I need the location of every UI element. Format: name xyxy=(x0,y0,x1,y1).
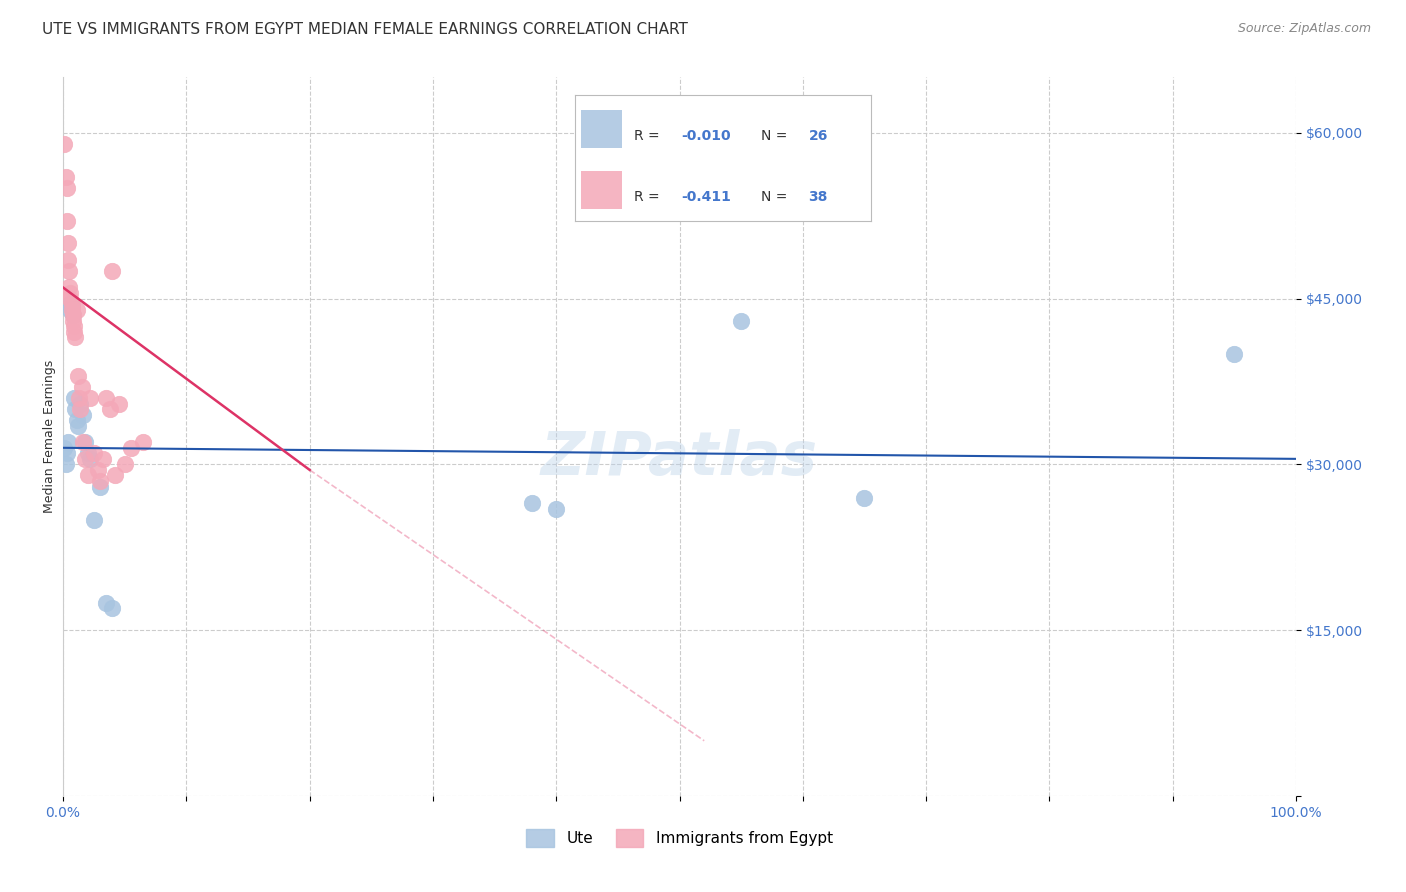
Point xyxy=(91,451,114,466)
Point xyxy=(59,286,82,301)
Point xyxy=(520,496,543,510)
Point xyxy=(58,264,80,278)
Point xyxy=(101,601,124,615)
Point xyxy=(70,380,93,394)
Point xyxy=(67,391,90,405)
Point xyxy=(62,313,84,327)
Point xyxy=(60,301,83,315)
Point xyxy=(66,413,89,427)
Point xyxy=(104,468,127,483)
Text: UTE VS IMMIGRANTS FROM EGYPT MEDIAN FEMALE EARNINGS CORRELATION CHART: UTE VS IMMIGRANTS FROM EGYPT MEDIAN FEMA… xyxy=(42,22,688,37)
Point xyxy=(1223,347,1246,361)
Point xyxy=(56,435,79,450)
Point xyxy=(53,136,76,151)
Point xyxy=(120,441,142,455)
Point xyxy=(60,302,83,317)
Point xyxy=(63,325,86,339)
Point xyxy=(96,596,118,610)
Point xyxy=(76,446,98,460)
Point xyxy=(86,463,108,477)
Point xyxy=(107,396,129,410)
Point xyxy=(98,402,121,417)
Point xyxy=(79,391,101,405)
Point xyxy=(66,418,89,433)
Point xyxy=(55,169,77,184)
Point xyxy=(53,441,76,455)
Point xyxy=(83,446,105,460)
Point xyxy=(853,491,876,505)
Point xyxy=(55,446,77,460)
Point xyxy=(59,292,82,306)
Point xyxy=(59,302,82,317)
Point xyxy=(76,468,98,483)
Point xyxy=(132,435,155,450)
Legend: Ute, Immigrants from Egypt: Ute, Immigrants from Egypt xyxy=(520,823,839,853)
Point xyxy=(69,396,91,410)
Point xyxy=(63,319,86,334)
Point xyxy=(114,458,136,472)
Point xyxy=(66,302,89,317)
Point xyxy=(65,402,87,417)
Text: Source: ZipAtlas.com: Source: ZipAtlas.com xyxy=(1237,22,1371,36)
Point xyxy=(62,308,84,322)
Point xyxy=(72,435,94,450)
Point xyxy=(72,408,94,422)
Y-axis label: Median Female Earnings: Median Female Earnings xyxy=(44,360,56,514)
Point xyxy=(89,474,111,488)
Text: ZIPatlas: ZIPatlas xyxy=(541,429,818,488)
Point xyxy=(69,402,91,417)
Point xyxy=(56,236,79,251)
Point xyxy=(58,280,80,294)
Point xyxy=(101,264,124,278)
Point xyxy=(546,501,568,516)
Point xyxy=(65,330,87,344)
Point xyxy=(56,252,79,267)
Point xyxy=(55,181,77,195)
Point xyxy=(62,308,84,322)
Point xyxy=(66,368,89,383)
Point xyxy=(55,214,77,228)
Point xyxy=(60,297,83,311)
Point xyxy=(96,391,118,405)
Point xyxy=(58,297,80,311)
Point xyxy=(55,458,77,472)
Point xyxy=(730,313,752,327)
Point xyxy=(79,451,101,466)
Point xyxy=(89,479,111,493)
Point xyxy=(75,435,97,450)
Point xyxy=(83,513,105,527)
Point xyxy=(63,391,86,405)
Point xyxy=(75,451,97,466)
